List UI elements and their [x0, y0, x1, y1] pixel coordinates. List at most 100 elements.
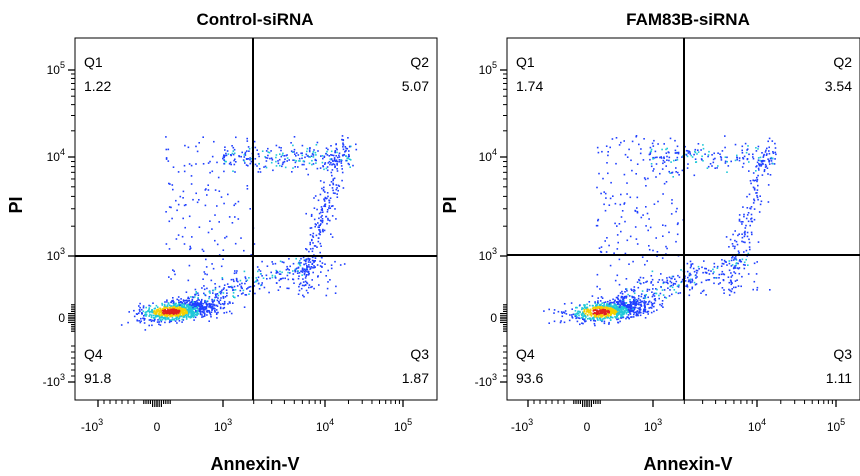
event-point — [204, 273, 206, 275]
event-point — [277, 289, 280, 291]
event-point — [599, 250, 602, 253]
event-point — [619, 292, 622, 294]
event-point — [344, 146, 347, 148]
event-point — [200, 300, 203, 302]
event-point — [209, 304, 212, 307]
event-point — [652, 303, 654, 305]
event-point — [166, 299, 168, 301]
event-point — [169, 315, 171, 318]
event-point — [283, 155, 285, 157]
event-point — [343, 263, 346, 265]
event-point — [677, 284, 680, 286]
event-point — [278, 279, 281, 282]
event-point — [222, 307, 225, 310]
event-point — [664, 296, 666, 299]
event-point — [639, 152, 642, 155]
event-point — [162, 311, 165, 313]
event-point — [750, 218, 752, 220]
event-point — [741, 166, 744, 168]
event-point — [759, 156, 762, 159]
event-point — [341, 168, 343, 170]
quadrant-value-q4: 93.6 — [516, 370, 543, 386]
event-point — [329, 279, 331, 281]
event-point — [621, 293, 624, 295]
event-point — [747, 264, 749, 266]
event-point — [320, 206, 323, 208]
event-point — [281, 165, 283, 168]
event-point — [730, 265, 733, 267]
event-point — [774, 158, 776, 160]
event-point — [177, 315, 179, 318]
event-point — [756, 178, 759, 181]
y-axis-label: PI — [6, 196, 26, 213]
event-point — [306, 147, 309, 150]
event-point — [697, 151, 700, 153]
event-point — [639, 299, 641, 301]
event-point — [319, 242, 322, 245]
event-point — [766, 153, 768, 155]
event-point — [168, 248, 171, 250]
y-tick-label: -103 — [475, 372, 497, 389]
y-tick-label: 0 — [490, 311, 497, 325]
event-point — [728, 262, 731, 265]
event-point — [748, 193, 751, 196]
event-point — [311, 285, 313, 288]
event-point — [652, 288, 654, 290]
event-point — [303, 259, 306, 262]
event-point — [209, 305, 212, 308]
event-point — [279, 270, 281, 273]
event-point — [325, 147, 328, 149]
event-point — [329, 197, 332, 199]
event-point — [194, 309, 197, 311]
event-point — [616, 296, 619, 299]
event-point — [628, 317, 630, 320]
event-point — [136, 319, 138, 321]
event-point — [318, 212, 321, 215]
event-point — [736, 243, 739, 246]
event-point — [198, 226, 201, 228]
event-point — [292, 273, 295, 275]
event-point — [734, 265, 736, 267]
event-point — [270, 150, 272, 152]
event-point — [247, 164, 249, 167]
event-point — [650, 150, 652, 152]
event-point — [737, 234, 739, 237]
event-point — [759, 203, 762, 206]
event-point — [574, 313, 576, 316]
event-point — [208, 320, 210, 322]
event-point — [647, 229, 649, 232]
event-point — [301, 163, 304, 166]
event-point — [691, 279, 694, 282]
event-point — [596, 307, 599, 309]
event-point — [208, 290, 211, 293]
event-point — [324, 196, 327, 199]
event-point — [157, 315, 159, 317]
event-point — [602, 311, 605, 313]
event-point — [665, 152, 668, 154]
event-point — [626, 193, 628, 195]
event-point — [737, 250, 740, 252]
event-point — [310, 266, 313, 268]
event-point — [665, 148, 667, 151]
event-point — [320, 155, 322, 157]
event-point — [618, 258, 621, 261]
event-point — [618, 306, 621, 308]
event-point — [203, 312, 206, 315]
event-point — [641, 300, 643, 303]
event-point — [686, 270, 689, 273]
event-point — [600, 314, 602, 316]
event-point — [645, 185, 647, 187]
event-point — [594, 302, 596, 305]
event-point — [618, 303, 621, 306]
event-point — [187, 279, 190, 282]
event-point — [644, 306, 646, 309]
event-point — [741, 258, 744, 261]
event-point — [614, 316, 616, 318]
event-point — [200, 304, 203, 306]
event-point — [694, 158, 697, 160]
event-point — [639, 276, 642, 279]
event-point — [163, 303, 166, 306]
event-point — [312, 271, 314, 274]
event-point — [237, 200, 240, 203]
event-point — [292, 144, 294, 147]
